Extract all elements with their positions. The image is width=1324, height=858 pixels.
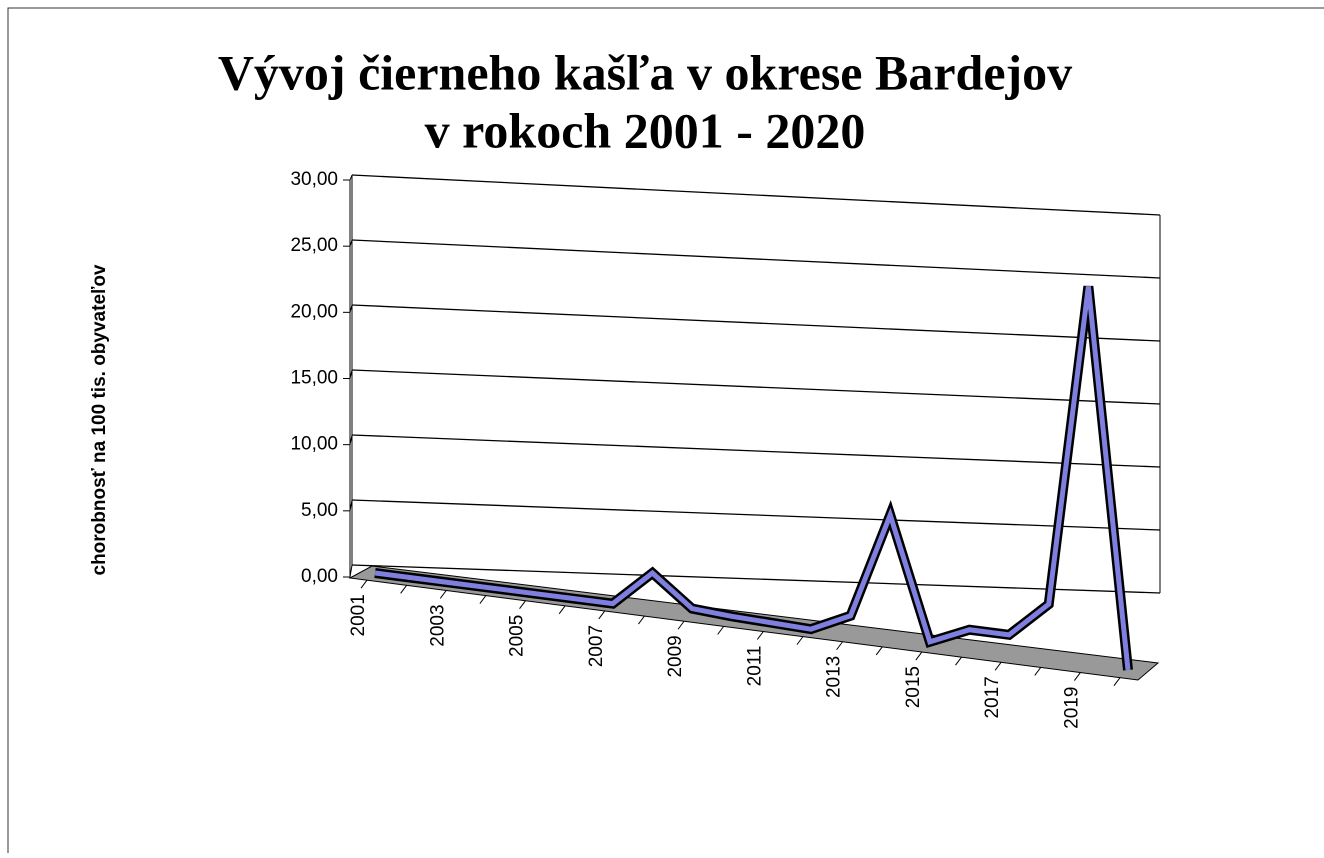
y-tick-connector xyxy=(349,434,353,445)
x-tick xyxy=(836,641,843,651)
x-tick-label: 2019 xyxy=(1061,687,1082,729)
x-tick xyxy=(955,656,962,666)
x-tick-label: 2013 xyxy=(824,656,845,698)
y-tick-label: 15,00 xyxy=(290,368,338,389)
y-tick-label: 25,00 xyxy=(290,235,338,256)
x-tick-label: 2001 xyxy=(348,594,369,636)
y-tick-connector xyxy=(349,239,353,247)
y-axis-title: chorobnosť na 100 tis. obyvateľov xyxy=(89,264,110,575)
grid-line xyxy=(351,564,1161,594)
x-tick xyxy=(875,646,883,656)
x-tick xyxy=(756,631,764,640)
y-tick-connector xyxy=(349,174,353,181)
x-tick-label: 2003 xyxy=(427,604,448,646)
y-tick-connector xyxy=(349,499,353,511)
x-tick-label: 2017 xyxy=(982,676,1003,718)
x-tick xyxy=(994,661,1002,671)
x-tick xyxy=(1034,667,1042,676)
x-tick-label: 2005 xyxy=(507,615,528,657)
x-tick xyxy=(400,585,408,594)
x-tick xyxy=(360,579,368,589)
grid-line xyxy=(351,174,1161,216)
x-tick-label: 2015 xyxy=(903,666,924,708)
y-tick-connector xyxy=(349,304,353,313)
chart-subtitle: v rokoch 2001 - 2020 xyxy=(425,102,866,158)
y-tick-label: 30,00 xyxy=(290,169,338,190)
x-tick xyxy=(638,615,645,625)
x-tick xyxy=(598,610,606,620)
x-tick xyxy=(439,590,447,599)
x-tick xyxy=(1073,672,1081,681)
chart-title: Vývoj čierneho kašľa v okrese Bardejov xyxy=(218,44,1072,100)
grid-line xyxy=(351,434,1161,468)
y-tick-label: 0,00 xyxy=(301,566,338,587)
grid-line xyxy=(351,499,1161,531)
series-line xyxy=(374,286,1131,671)
x-tick-label: 2009 xyxy=(665,635,686,677)
y-tick-connector xyxy=(349,369,353,379)
x-tick xyxy=(479,595,487,604)
grid-line xyxy=(351,304,1161,342)
frame xyxy=(7,7,1324,853)
y-tick-connector xyxy=(349,564,353,578)
y-tick-label: 10,00 xyxy=(290,434,338,455)
x-tick xyxy=(796,636,804,645)
grid-line xyxy=(351,369,1161,405)
x-tick xyxy=(717,626,725,635)
grid-line xyxy=(351,239,1161,279)
x-tick-label: 2007 xyxy=(586,625,607,667)
y-tick-label: 20,00 xyxy=(290,301,338,322)
y-tick-label: 5,00 xyxy=(301,500,338,521)
x-tick xyxy=(558,605,566,615)
x-tick xyxy=(915,651,923,661)
x-tick-label: 2011 xyxy=(744,646,765,687)
x-tick xyxy=(677,620,685,630)
x-tick xyxy=(1113,677,1121,686)
x-tick xyxy=(519,600,526,610)
